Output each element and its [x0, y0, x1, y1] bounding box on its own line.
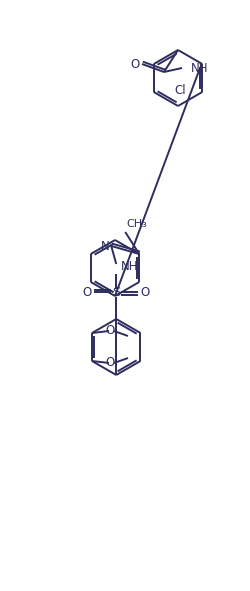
Text: N: N [101, 239, 110, 252]
Text: O: O [105, 356, 115, 369]
Text: NH: NH [191, 63, 208, 76]
Text: O: O [82, 285, 92, 298]
Text: O: O [140, 285, 150, 298]
Text: S: S [112, 285, 120, 298]
Text: Cl: Cl [174, 84, 186, 97]
Text: CH₃: CH₃ [126, 219, 147, 229]
Text: O: O [130, 57, 140, 70]
Text: O: O [105, 324, 115, 337]
Text: NH: NH [121, 261, 139, 274]
